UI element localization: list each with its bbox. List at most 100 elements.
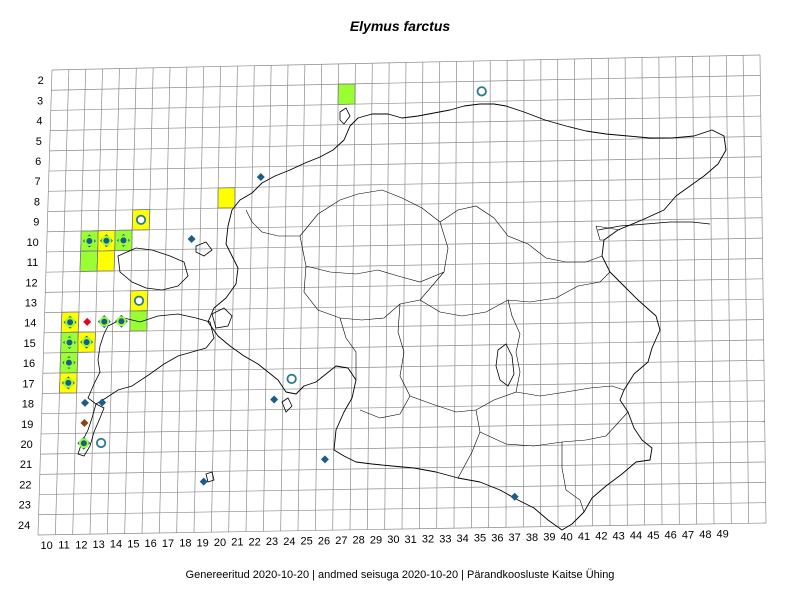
column-labels: 10 11 12 13 14 15 16 17 18 19 20 21 22 23 24 25 26 27 28 29…: [41, 529, 729, 552]
occupied-cell-15-14: [129, 310, 148, 332]
marker-ring-shape: [64, 337, 75, 348]
marker-diamond-shape: [320, 455, 329, 464]
grid-line-vertical: [158, 67, 171, 534]
row-label: 4: [36, 116, 42, 128]
grid-line-horizontal: [47, 197, 762, 212]
grid-line-horizontal: [50, 115, 761, 132]
marker-diamond-shape: [80, 398, 89, 407]
marker-diamond-shape: [187, 235, 196, 244]
marker-ring-shape: [95, 437, 107, 449]
column-label: 46: [665, 530, 677, 542]
row-label: 12: [25, 277, 37, 289]
grid-line-horizontal: [46, 237, 763, 253]
grid-line-vertical: [37, 69, 53, 536]
marker-diamond-26-21: [320, 455, 329, 464]
marker-diamond-ring-11-14: [63, 315, 77, 329]
marker-ring-shape: [84, 236, 95, 247]
row-label: 5: [36, 136, 42, 148]
row-label: 2: [38, 75, 44, 87]
column-label: 16: [145, 538, 157, 550]
column-label: 27: [335, 535, 347, 547]
row-label: 21: [20, 459, 32, 471]
column-label: 13: [93, 539, 105, 551]
grid-line-horizontal: [38, 502, 766, 516]
marker-diamond-18-10: [187, 235, 196, 244]
map-footer: Genereeritud 2020-10-20 | andmed seisuga…: [185, 569, 615, 581]
marker-diamond-37-23: [510, 492, 519, 501]
column-label: 47: [682, 529, 694, 541]
column-label: 42: [595, 531, 607, 543]
mainland-outline: [207, 103, 727, 531]
column-label: 12: [75, 539, 87, 551]
island-sorve: [77, 403, 105, 457]
map-title: Elymus farctus: [349, 18, 451, 34]
grid-line-vertical: [106, 68, 120, 534]
marker-ring-shape: [99, 316, 110, 327]
grid-line-vertical: [658, 57, 663, 525]
column-label: 17: [162, 538, 174, 550]
column-label: 41: [578, 531, 590, 543]
marker-diamond-shape: [270, 395, 279, 404]
grid-line-vertical: [193, 66, 205, 533]
grid-line-vertical: [176, 67, 188, 533]
grid-line-vertical: [89, 68, 103, 535]
column-label: 24: [283, 536, 295, 548]
marker-diamond-ring-11-15: [62, 335, 76, 349]
island-naissaar: [339, 107, 351, 125]
grid-line-horizontal: [45, 278, 763, 293]
row-label: 14: [24, 318, 36, 330]
row-label: 7: [35, 176, 41, 188]
row-label: 16: [23, 358, 35, 370]
row-label: 22: [19, 479, 31, 491]
marker-diamond-shape: [199, 477, 208, 486]
grid-line-vertical: [641, 57, 646, 526]
grid-line-horizontal: [50, 95, 761, 111]
marker-ring-shape: [118, 235, 129, 246]
marker-diamond-23-18: [270, 395, 279, 404]
row-label: 23: [19, 500, 31, 512]
lake-vortsjarv: [495, 343, 515, 387]
marker-diamond-ring-11-16: [62, 356, 76, 370]
column-label: 22: [249, 536, 261, 548]
marker-red-diamond-12-14: [83, 317, 92, 326]
row-label: 11: [27, 257, 38, 269]
grid-line-vertical: [759, 54, 767, 524]
column-label: 30: [387, 534, 399, 546]
grid-line-vertical: [384, 62, 390, 530]
column-label: 14: [110, 539, 122, 551]
grid-line-vertical: [262, 65, 272, 532]
column-label: 29: [370, 534, 382, 546]
marker-diamond-ring-14-10: [116, 233, 130, 247]
column-label: 38: [526, 532, 538, 544]
marker-diamond-22-7: [256, 172, 265, 181]
grid-line-vertical: [72, 69, 87, 535]
row-label: 9: [33, 217, 39, 229]
island-saaremaa: [87, 313, 215, 405]
grid-line-vertical: [742, 55, 750, 524]
grid-line-vertical: [141, 67, 154, 534]
column-label: 23: [266, 536, 278, 548]
marker-ring-shape: [286, 373, 297, 384]
island-ruhnu: [205, 471, 215, 483]
column-label: 21: [231, 537, 243, 549]
marker-ring-13-20: [95, 437, 107, 449]
grid-line-vertical: [228, 66, 238, 532]
column-label: 32: [422, 534, 434, 546]
row-label: 15: [24, 338, 36, 350]
island-muhu: [211, 307, 233, 329]
coastline-layer: [77, 103, 727, 531]
marker-ring-24-17: [286, 373, 297, 384]
column-label: 44: [630, 530, 642, 542]
grid-line-vertical: [574, 58, 576, 527]
column-label: 26: [318, 535, 330, 547]
island-kihnu: [281, 397, 293, 413]
row-label: 13: [25, 298, 37, 310]
grid-line-vertical: [349, 63, 356, 530]
grid-line-horizontal: [37, 522, 767, 536]
grid-line-vertical: [488, 60, 491, 528]
marker-ring-shape: [81, 337, 92, 348]
column-label: 10: [41, 540, 53, 552]
row-label: 20: [20, 439, 32, 451]
row-label: 18: [22, 399, 34, 411]
